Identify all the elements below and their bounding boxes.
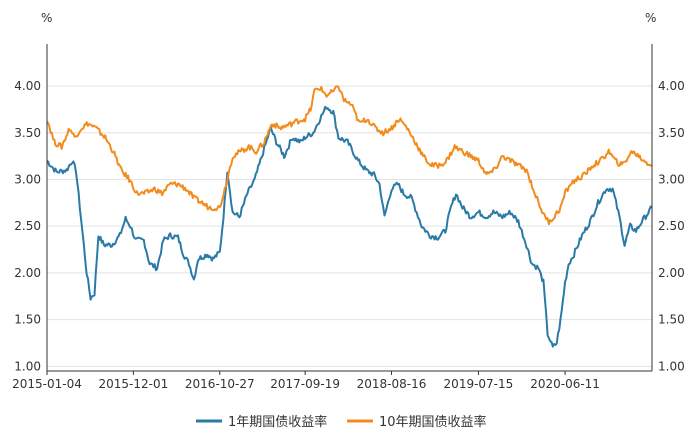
right-y-tick-label: 2.50 [658, 219, 685, 233]
right-y-tick-label: 3.50 [658, 126, 685, 140]
x-tick-label: 2019-07-15 [444, 377, 514, 391]
right-y-tick-label: 2.00 [658, 266, 685, 280]
right-y-tick-label: 3.00 [658, 172, 685, 186]
left-y-tick-label: 3.00 [14, 172, 41, 186]
x-tick-labels: 2015-01-04 2015-12-01 2016-10-27 2017-09-19… [12, 377, 600, 391]
axes [46, 44, 653, 375]
left-y-tick-label: 1.50 [14, 313, 41, 327]
series-lines [46, 85, 653, 348]
right-y-tick-labels: 1.00 1.50 2.00 2.50 3.00 3.50 4.00 [658, 79, 685, 373]
x-tick-label: 2020-06-11 [530, 377, 600, 391]
left-y-tick-label: 2.00 [14, 266, 41, 280]
x-tick-label: 2018-08-16 [357, 377, 427, 391]
left-y-tick-label: 4.00 [14, 79, 41, 93]
x-tick-label: 2017-09-19 [270, 377, 340, 391]
grid-lines [47, 85, 652, 367]
left-y-tick-label: 2.50 [14, 219, 41, 233]
legend-label: 1年期国债收益率 [228, 414, 327, 430]
right-y-tick-label: 1.00 [658, 359, 685, 373]
left-y-tick-label: 1.00 [14, 359, 41, 373]
legend: 1年期国债收益率 10年期国债收益率 [196, 414, 487, 430]
x-tick-label: 2015-12-01 [99, 377, 169, 391]
right-y-unit-label: % [645, 11, 656, 25]
left-y-unit-label: % [41, 11, 52, 25]
x-tick-label: 2015-01-04 [12, 377, 82, 391]
right-y-tick-label: 1.50 [658, 313, 685, 327]
left-y-tick-labels: 1.00 1.50 2.00 2.50 3.00 3.50 4.00 [14, 79, 41, 373]
series-line-10y [46, 85, 653, 226]
left-y-tick-label: 3.50 [14, 126, 41, 140]
right-y-tick-label: 4.00 [658, 79, 685, 93]
x-tick-label: 2016-10-27 [185, 377, 255, 391]
legend-label: 10年期国债收益率 [379, 414, 487, 430]
series-line-1y [46, 105, 653, 348]
